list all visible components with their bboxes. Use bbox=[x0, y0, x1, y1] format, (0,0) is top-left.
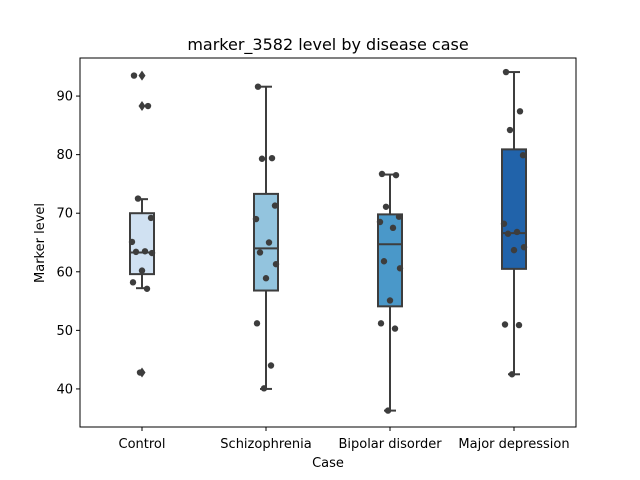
data-point bbox=[253, 320, 261, 327]
data-point bbox=[128, 238, 136, 246]
point-group bbox=[128, 72, 156, 376]
data-point bbox=[510, 246, 518, 254]
data-point bbox=[254, 83, 262, 90]
data-point bbox=[516, 108, 524, 115]
data-point bbox=[262, 275, 270, 282]
x-tick-label: Bipolar disorder bbox=[338, 437, 442, 452]
y-tick-label: 80 bbox=[56, 148, 73, 163]
point-group bbox=[376, 170, 404, 414]
data-point bbox=[148, 249, 156, 257]
y-tick-label: 60 bbox=[56, 265, 73, 280]
data-point bbox=[143, 285, 151, 292]
y-tick-label: 40 bbox=[56, 382, 73, 397]
box-group bbox=[377, 173, 403, 412]
data-point bbox=[378, 170, 386, 178]
data-point bbox=[260, 385, 268, 392]
data-point bbox=[502, 68, 510, 76]
data-point bbox=[386, 297, 394, 304]
data-point bbox=[392, 171, 400, 179]
data-point bbox=[272, 260, 280, 268]
y-tick-label: 50 bbox=[56, 324, 73, 339]
data-point bbox=[258, 155, 266, 162]
plot-area bbox=[128, 68, 528, 414]
data-point bbox=[134, 195, 142, 202]
data-point bbox=[268, 154, 276, 162]
data-point bbox=[265, 239, 273, 246]
data-point bbox=[382, 203, 390, 210]
box-group bbox=[129, 70, 155, 378]
data-point bbox=[520, 243, 528, 251]
data-point bbox=[500, 220, 508, 227]
x-tick-label: Schizophrenia bbox=[220, 437, 311, 452]
point-group bbox=[500, 68, 528, 378]
y-axis-label: Marker level bbox=[33, 203, 48, 283]
y-tick-label: 90 bbox=[56, 90, 73, 105]
box-group bbox=[253, 85, 279, 390]
outlier-marker bbox=[138, 101, 146, 112]
chart-title: marker_3582 level by disease case bbox=[187, 35, 468, 55]
plot-frame bbox=[79, 57, 577, 428]
data-point bbox=[136, 369, 144, 376]
data-point bbox=[513, 228, 521, 236]
data-point bbox=[377, 320, 385, 327]
x-axis-label: Case bbox=[312, 456, 344, 471]
data-point bbox=[391, 325, 399, 332]
data-point bbox=[132, 248, 140, 256]
outlier-marker bbox=[138, 70, 146, 81]
data-point bbox=[144, 102, 152, 110]
x-tick-label: Control bbox=[119, 437, 166, 452]
data-point bbox=[506, 126, 514, 134]
data-point bbox=[395, 213, 403, 220]
data-point bbox=[380, 258, 388, 265]
data-point bbox=[147, 214, 155, 222]
x-tick-label: Major depression bbox=[458, 437, 569, 452]
data-point bbox=[130, 72, 138, 79]
data-point bbox=[508, 371, 516, 378]
data-point bbox=[141, 248, 149, 255]
data-point bbox=[519, 152, 527, 159]
data-point bbox=[501, 321, 509, 328]
data-point bbox=[389, 224, 397, 232]
data-point bbox=[256, 249, 264, 256]
data-point bbox=[267, 362, 275, 369]
data-point bbox=[515, 321, 523, 329]
point-group bbox=[252, 83, 280, 392]
data-point bbox=[376, 218, 384, 226]
data-point bbox=[504, 230, 512, 237]
y-tick-label: 70 bbox=[56, 207, 73, 222]
data-point bbox=[252, 215, 260, 223]
data-point bbox=[396, 265, 404, 272]
data-point bbox=[271, 202, 279, 209]
data-point bbox=[138, 267, 146, 274]
data-point bbox=[384, 407, 392, 414]
data-point bbox=[129, 279, 137, 286]
